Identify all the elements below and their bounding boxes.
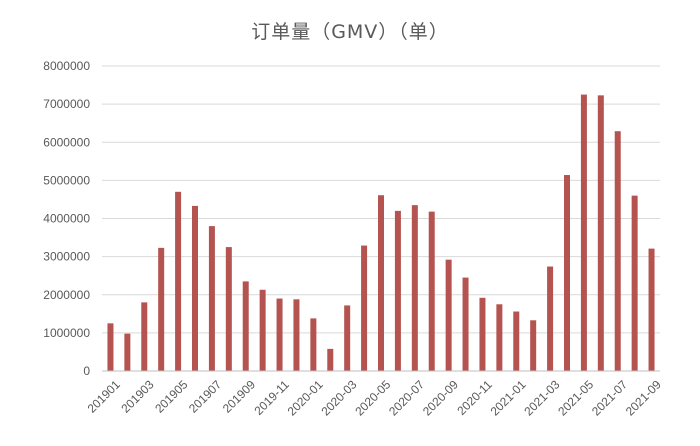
x-tick-label: 2021-03 bbox=[521, 377, 562, 418]
bar-201906 bbox=[192, 205, 198, 371]
x-tick-label: 2020-05 bbox=[352, 377, 393, 418]
bar-2021-04 bbox=[564, 175, 570, 371]
bar-201907 bbox=[208, 226, 215, 371]
chart-title: 订单量（GMV）（单） bbox=[251, 21, 449, 43]
bar-2020-10 bbox=[462, 277, 469, 371]
bar-2021-02 bbox=[530, 320, 537, 371]
bar-2020-03 bbox=[344, 305, 351, 371]
y-tick-label: 5000000 bbox=[43, 173, 90, 187]
bar-2020-02 bbox=[327, 348, 334, 371]
bar-2021-01 bbox=[513, 311, 520, 371]
x-tick-label: 201905 bbox=[152, 377, 190, 415]
x-axis-tick-labels: 2019012019032019052019072019092019-11202… bbox=[85, 377, 665, 418]
bar-2020-11 bbox=[479, 297, 486, 371]
bar-2021-05 bbox=[580, 94, 587, 371]
bar-201901 bbox=[107, 323, 114, 371]
x-tick-label: 201901 bbox=[85, 377, 123, 415]
bar-2021-06 bbox=[597, 95, 604, 371]
x-tick-label: 2020-09 bbox=[420, 377, 461, 418]
x-tick-label: 2021-09 bbox=[623, 377, 664, 418]
y-tick-label: 8000000 bbox=[43, 59, 90, 73]
bar-2020-08 bbox=[428, 211, 435, 371]
bar-2020-04 bbox=[361, 245, 368, 371]
bar-2020-07 bbox=[411, 205, 418, 371]
bar-2020-09 bbox=[445, 259, 452, 371]
x-tick-label: 2020-11 bbox=[454, 377, 495, 418]
bar-201909 bbox=[242, 281, 249, 371]
bar-201908 bbox=[225, 247, 232, 371]
x-tick-label: 2020-07 bbox=[386, 377, 427, 418]
x-tick-label: 201907 bbox=[186, 377, 224, 415]
y-tick-label: 7000000 bbox=[43, 97, 90, 111]
x-tick-label: 2021-05 bbox=[555, 377, 596, 418]
bar-2021-09 bbox=[648, 248, 655, 371]
y-tick-label: 2000000 bbox=[43, 288, 90, 302]
y-tick-label: 1000000 bbox=[43, 326, 90, 340]
y-axis-tick-labels: 0 1000000 2000000 3000000 4000000 5000000 6000… bbox=[43, 59, 90, 378]
bar-201902 bbox=[124, 333, 131, 371]
bars bbox=[107, 94, 655, 371]
y-tick-label: 3000000 bbox=[43, 250, 90, 264]
x-tick-label: 2021-01 bbox=[488, 377, 529, 418]
bar-2020-06 bbox=[394, 210, 401, 371]
x-tick-label: 2019-11 bbox=[251, 377, 292, 418]
bar-2019-12 bbox=[293, 299, 300, 371]
x-tick-label: 2020-03 bbox=[318, 377, 359, 418]
x-tick-label: 201903 bbox=[118, 377, 156, 415]
bar-2021-08 bbox=[631, 195, 638, 371]
bar-2020-05 bbox=[378, 195, 384, 371]
bar-201904 bbox=[158, 247, 165, 371]
bar-2021-07 bbox=[614, 131, 621, 371]
x-tick-label: 2020-01 bbox=[285, 377, 326, 418]
bar-2021-03 bbox=[547, 266, 554, 371]
bar-2019-11 bbox=[276, 298, 283, 371]
y-tick-label: 0 bbox=[83, 364, 90, 378]
bar-2020-01 bbox=[310, 318, 317, 371]
y-tick-label: 4000000 bbox=[43, 212, 90, 226]
bar-2020-12 bbox=[496, 304, 503, 371]
bar-201910 bbox=[259, 289, 266, 371]
y-tick-label: 6000000 bbox=[43, 135, 90, 149]
bar-201903 bbox=[141, 302, 148, 371]
bar-201905 bbox=[175, 191, 182, 371]
x-tick-label: 2021-07 bbox=[589, 377, 630, 418]
